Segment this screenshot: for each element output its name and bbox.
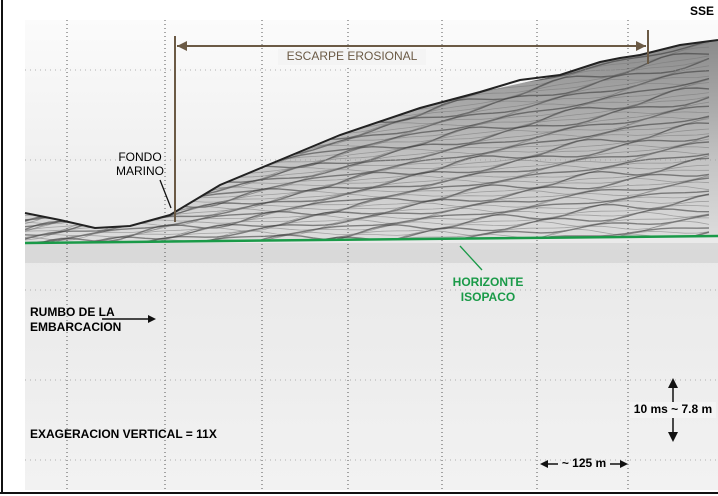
reflector <box>25 190 710 243</box>
rumbo-label: EMBARCACION <box>30 320 121 334</box>
lower-band <box>25 243 718 263</box>
reflector <box>25 227 710 243</box>
reflector <box>25 173 710 243</box>
horizonte-arrow <box>459 245 483 271</box>
reflector <box>25 200 710 243</box>
exageracion-label: EXAGERACION VERTICAL = 11X <box>30 427 217 441</box>
horizonte-label: HORIZONTE <box>453 275 524 289</box>
reflector <box>25 169 710 243</box>
sediment-wedge <box>25 40 718 243</box>
grid <box>25 20 718 490</box>
vertical-scale-label: 10 ms ~ 7.8 m <box>634 402 712 416</box>
reflector <box>25 213 710 243</box>
fondo-label: FONDO <box>118 150 161 164</box>
reflector <box>25 204 710 243</box>
reflector <box>25 214 710 243</box>
seabed <box>24 39 718 230</box>
reflector <box>25 217 709 243</box>
reflector <box>25 164 710 243</box>
rumbo-label: RUMBO DE LA <box>30 305 115 319</box>
fondo-arrow <box>159 179 172 209</box>
horizonte-label: ISOPACO <box>461 290 515 304</box>
corner-label: SSE <box>690 4 714 18</box>
label-bg <box>278 49 426 65</box>
reflector <box>25 193 710 243</box>
horizontal-scale-label: ~ 125 m <box>562 456 606 470</box>
rumbo-arrowhead <box>148 315 156 323</box>
reflector <box>25 153 710 243</box>
reflector <box>25 157 710 243</box>
green-horizon <box>24 234 718 245</box>
fondo-label: MARINO <box>116 164 164 178</box>
escarpe-label: ESCARPE EROSIONAL <box>287 49 418 63</box>
reflector <box>25 220 710 243</box>
label-bg <box>630 402 716 418</box>
